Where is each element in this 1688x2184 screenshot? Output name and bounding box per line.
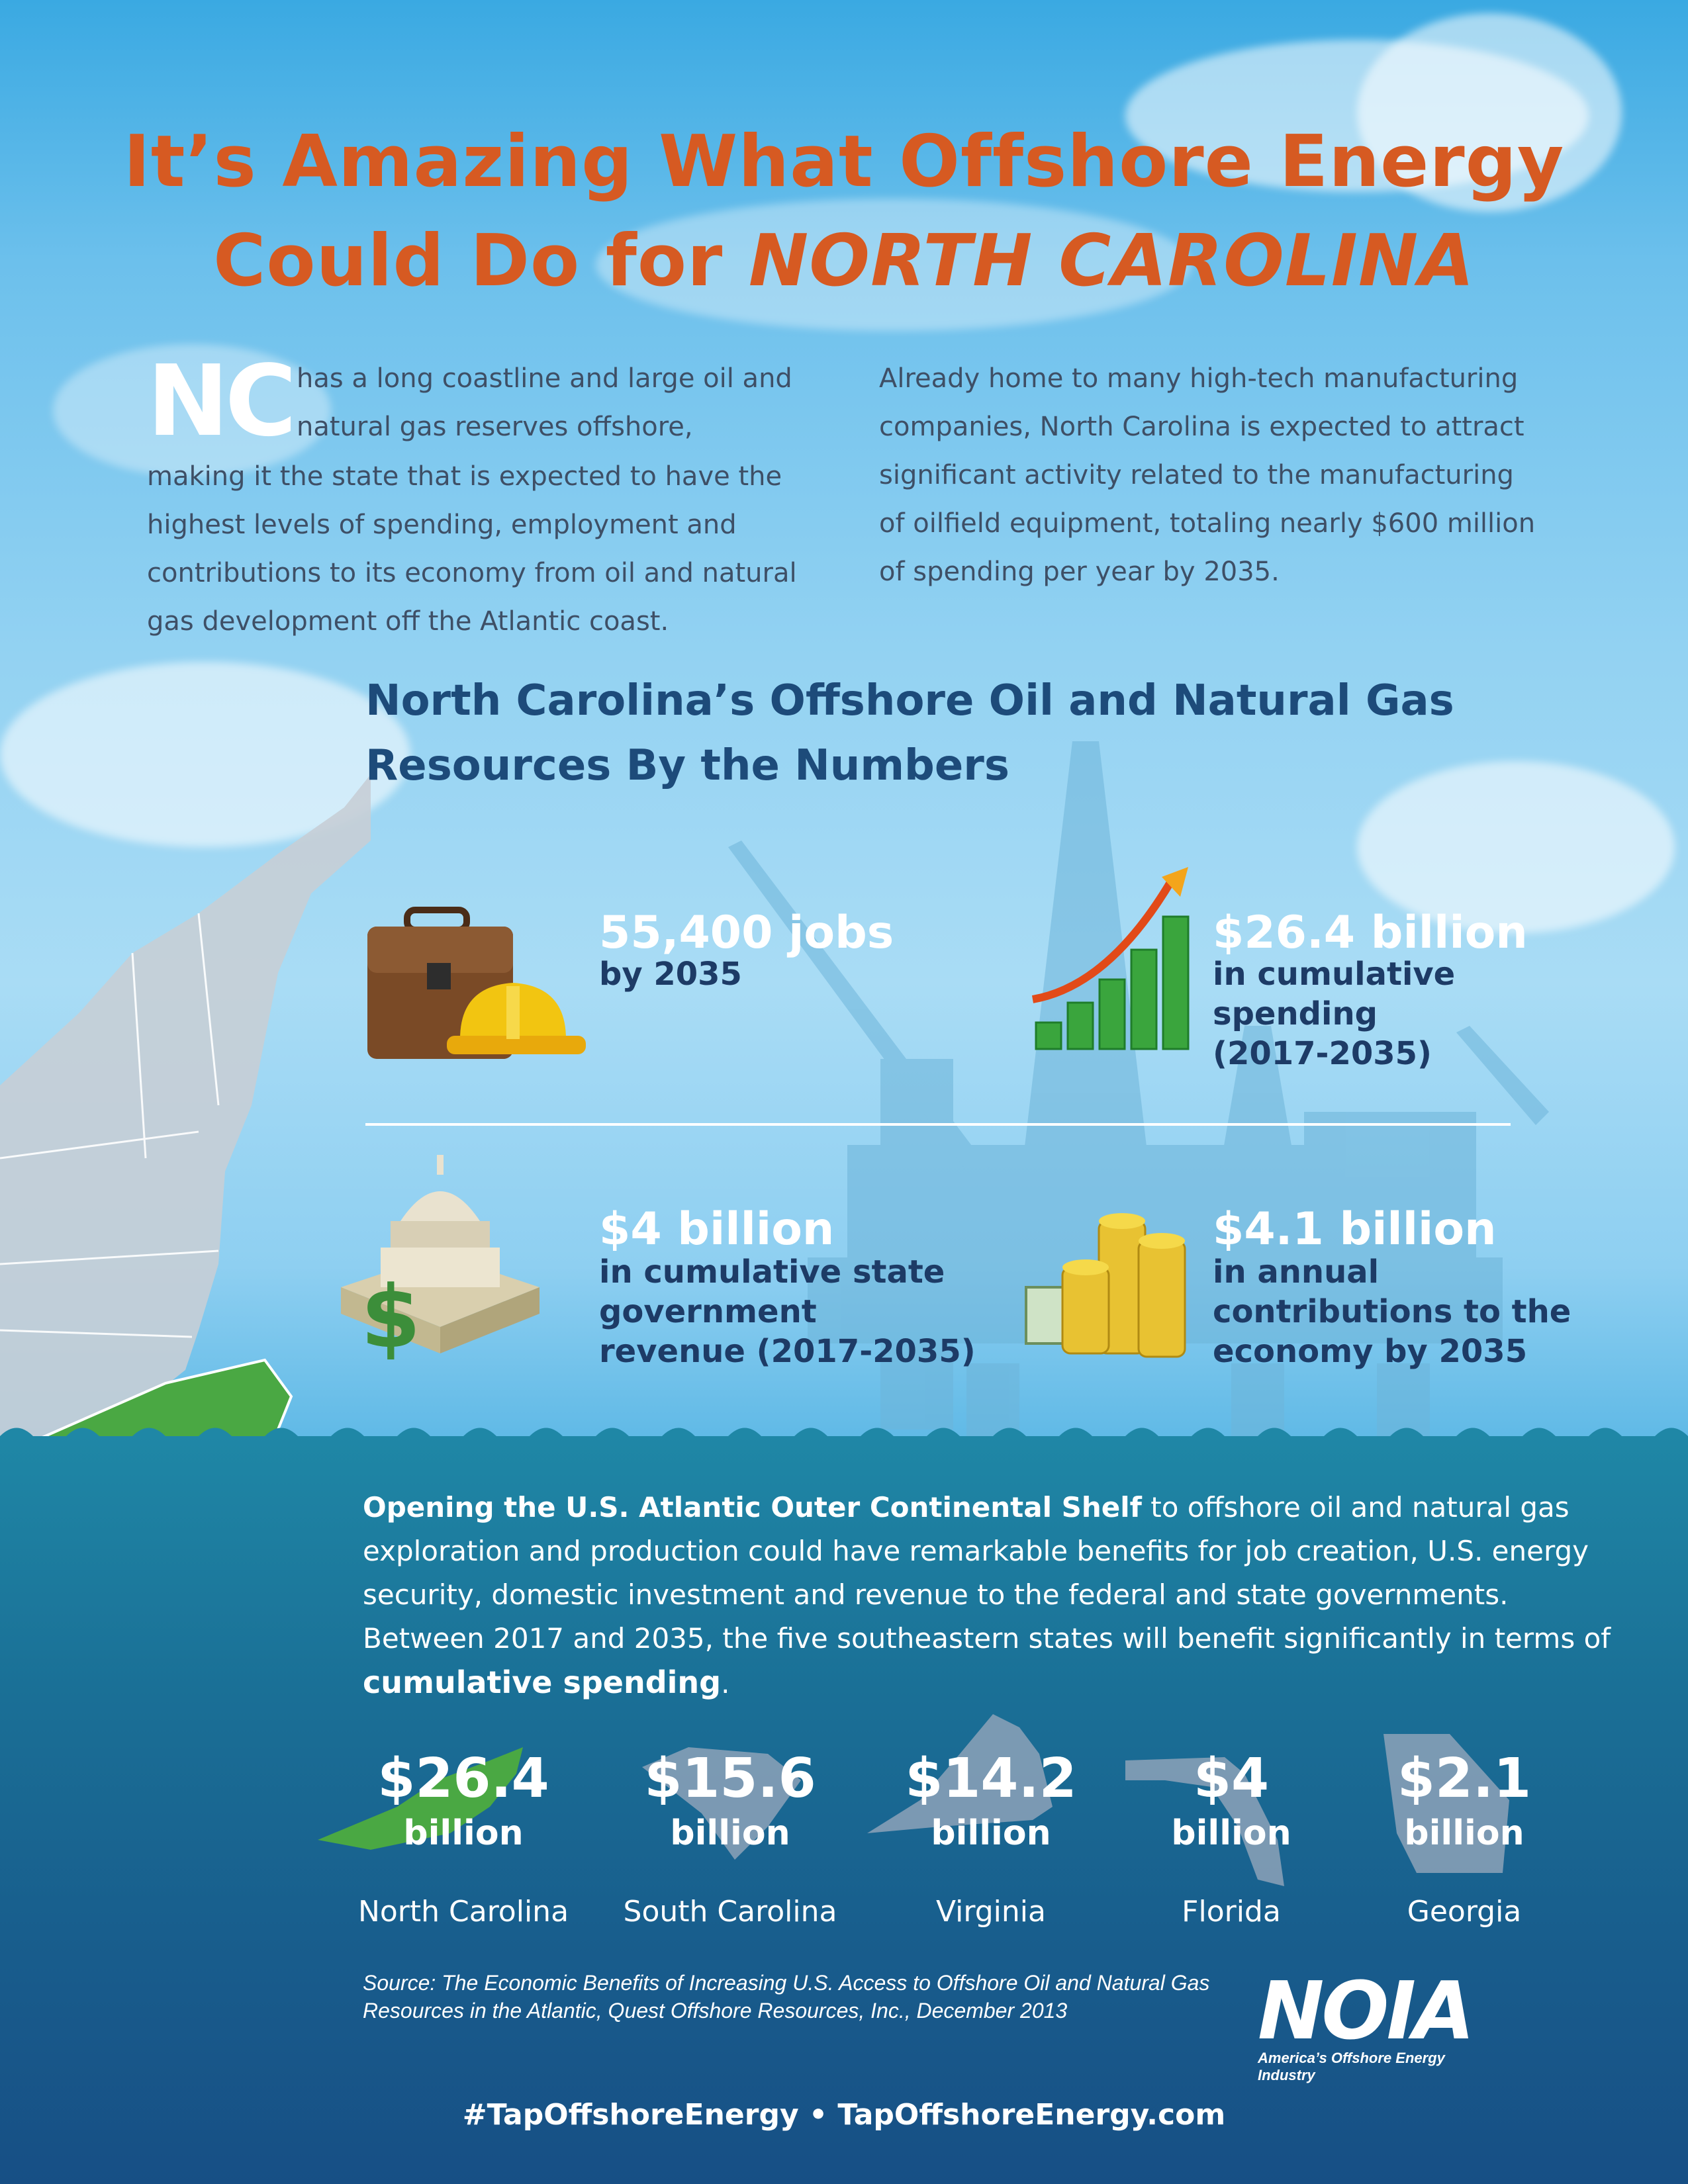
- state-amount: $14.2: [905, 1747, 1077, 1810]
- state-amount-unit: billion: [1171, 1813, 1291, 1853]
- jobs-label: by 2035: [599, 956, 742, 993]
- north-carolina-shape: [318, 1747, 523, 1850]
- ocs-paragraph: Opening the U.S. Atlantic Outer Continen…: [363, 1486, 1614, 1706]
- growth-bar-chart-icon: [1031, 867, 1190, 1050]
- cloud: [53, 344, 331, 477]
- capitol-dollar-icon: $: [341, 1155, 539, 1360]
- title-line-2-emphasis: NORTH CAROLINA: [748, 220, 1475, 302]
- ocs-text: to offshore oil and natural gas explorat…: [363, 1491, 1611, 1655]
- florida-shape: [1125, 1757, 1284, 1886]
- cloud: [1357, 13, 1622, 212]
- state-name: South Carolina: [623, 1895, 837, 1929]
- revenue-value: $4 billion: [599, 1203, 835, 1255]
- ocs-bold-lead: Opening the U.S. Atlantic Outer Continen…: [363, 1491, 1142, 1524]
- state-name: Georgia: [1407, 1895, 1522, 1929]
- svg-text:$: $: [361, 1267, 420, 1360]
- state-name: North Carolina: [357, 1895, 569, 1929]
- state-amount-unit: billion: [670, 1813, 790, 1853]
- cloud: [596, 199, 1192, 331]
- noia-logo-mark: NOIA: [1258, 1966, 1475, 2058]
- title-line-1: It’s Amazing What Offshore Energy: [123, 120, 1565, 203]
- spending-label: in cumulative spending (2017-2035): [1213, 956, 1456, 1072]
- revenue-label: in cumulative state government revenue (…: [599, 1253, 976, 1370]
- intro-col1-rest: making it the state that is expected to …: [147, 461, 797, 637]
- ocs-end: .: [721, 1667, 730, 1700]
- intro-col2: Already home to many high-tech manufactu…: [879, 363, 1536, 587]
- footer-hashtag-url: #TapOffshoreEnergy • TapOffshoreEnergy.c…: [462, 2098, 1226, 2132]
- page-title: It’s Amazing What Offshore Energy Could …: [0, 113, 1688, 311]
- ocs-bold-tail: cumulative spending: [363, 1664, 722, 1700]
- georgia-shape: [1383, 1734, 1509, 1873]
- state-amount: $4: [1193, 1747, 1270, 1810]
- jobs-value: 55,400 jobs: [599, 907, 894, 959]
- state-amount: $15.6: [644, 1747, 816, 1810]
- state-amount-unit: billion: [403, 1813, 524, 1853]
- state-amount-unit: billion: [931, 1813, 1051, 1853]
- state-amount-unit: billion: [1404, 1813, 1524, 1853]
- spending-value: $26.4 billion: [1213, 907, 1528, 959]
- intro-col1-first: has a long coastline and large oil and n…: [297, 363, 792, 442]
- coins-banknote-icon: [1025, 1213, 1186, 1358]
- state-amount: $2.1: [1397, 1747, 1532, 1810]
- stats-divider: [365, 1123, 1511, 1126]
- noia-logo: NOIA America’s Offshore Energy Industry: [1258, 1966, 1503, 2084]
- briefcase-hardhat-icon: [367, 907, 586, 1059]
- virginia-shape: [867, 1714, 1053, 1833]
- south-carolina-shape: [642, 1747, 801, 1860]
- cloud: [1357, 761, 1675, 933]
- title-line-2-prefix: Could Do for: [213, 220, 749, 302]
- noia-logo-tagline: America’s Offshore Energy Industry: [1258, 2050, 1445, 2083]
- intro-dropcap: NC: [147, 344, 297, 458]
- state-name: Florida: [1182, 1895, 1281, 1929]
- numbers-heading: North Carolina’s Offshore Oil and Natura…: [365, 676, 1454, 790]
- economy-label: in annual contributions to the economy b…: [1213, 1253, 1571, 1370]
- state-amount: $26.4: [377, 1747, 549, 1810]
- economy-value: $4.1 billion: [1213, 1203, 1497, 1255]
- state-name: Virginia: [936, 1895, 1046, 1929]
- source-citation: Source: The Economic Benefits of Increas…: [363, 1971, 1210, 2023]
